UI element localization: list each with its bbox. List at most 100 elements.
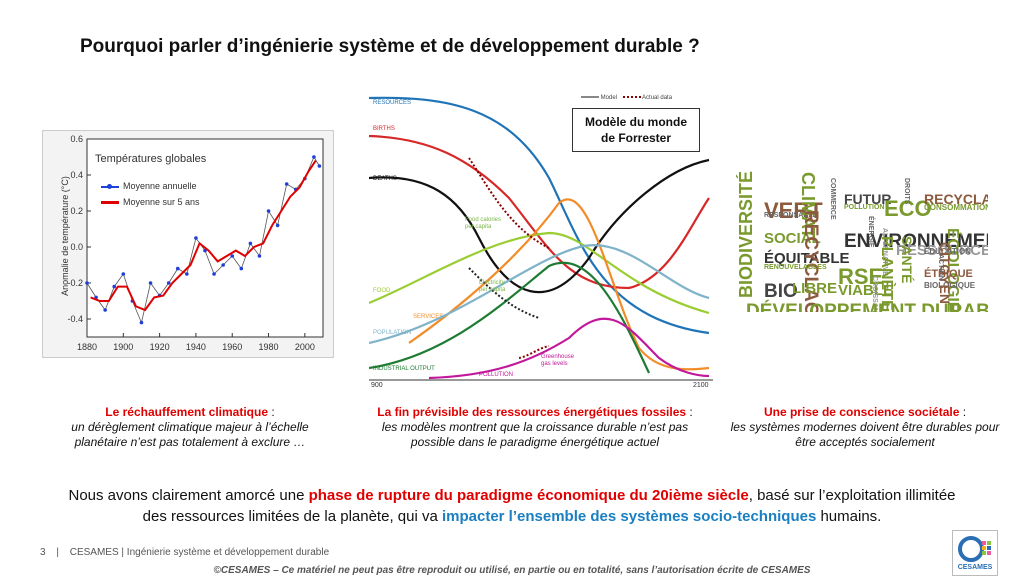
cloud-word: SANTÉ [899,236,915,283]
cloud-word: VERT [764,198,823,223]
actual-pollution-dots [518,345,550,359]
annual-point [257,254,262,258]
caption-society-body: les systèmes modernes doivent être durab… [730,420,1000,449]
label-electricity: per capita [479,287,506,293]
annual-point [230,254,235,258]
caption-climate-colon: : [268,405,275,419]
legend-actual: Actual data [642,95,673,101]
main-part1: Nous avons clairement amorcé une [68,487,309,504]
cloud-word: ÉQUITABLE [764,250,850,267]
cloud-word: BIO [764,281,798,302]
cloud-word: POLLUTION [844,204,884,211]
annual-point [317,164,322,168]
forrester-title-line2: de Forrester [600,131,672,145]
label-resources: RESOURCES [373,100,411,106]
curve-population [369,244,710,345]
annual-point [148,281,153,285]
caption-climate-head: Le réchauffement climatique [105,405,269,419]
annual-point [185,272,189,276]
label-food_cal: Food calories [465,217,501,223]
cloud-word: LIBRE [792,280,837,297]
legend-title: Températures globales [95,153,207,165]
cloud-word: ENVIRONNEMENT [844,231,988,252]
legend-5yr: Moyenne sur 5 ans [101,197,200,207]
x-tick-label: 1980 [259,342,279,352]
label-services: SERVICES [413,314,443,320]
forrester-x-end: 2100 [693,382,709,389]
logo-text: CESAMES [957,564,993,571]
main-highlight-red: phase de rupture du paradigme économique… [308,487,749,504]
annual-point [275,223,280,228]
legend-annual-label: Moyenne annuelle [123,181,197,191]
label-industrial: INDUSTRIAL OUTPUT [373,366,435,372]
annual-point [175,266,180,271]
annual-point [212,272,216,276]
cloud-word: ÉDUCATION [924,247,971,256]
y-tick-label: -0.2 [67,278,83,288]
forrester-title-line1: Modèle du monde [585,115,687,129]
x-tick-label: 1940 [186,342,206,352]
cloud-word: BIOLOGIQUE [924,281,976,290]
footer-text: CESAMES | Ingénierie système et développ… [69,547,330,558]
cloud-word: FUTUR [844,191,891,207]
label-electricity: Electricity [479,280,505,286]
cloud-word: CONSOMMATION [924,203,988,212]
main-part3: , basé sur l’exploitation illimitée des … [142,487,956,525]
cloud-word: DÉVELOPPEMENT DURABLE [746,300,988,312]
cloud-word: BIODIVERSITÉ [736,171,756,298]
y-tick-label: 0.6 [70,134,83,144]
forrester-chart: RESOURCES BIRTHS DEATHS FOOD SERVICES POPULAT… [369,96,713,381]
label-deaths: DEATHS [373,176,397,182]
forrester-legend: Model Actual data [581,95,672,101]
actual-births-dots [468,157,550,249]
legend-5yr-label: Moyenne sur 5 ans [123,197,200,207]
footer: 3 | CESAMES | Ingénierie système et déve… [40,547,329,558]
cloud-word: CITOYEN [937,242,953,304]
cloud-word: ALTERNATIVE [881,228,888,276]
plot-area [86,138,324,338]
footer-separator: | [56,547,59,558]
curve-industrial [369,261,650,374]
annual-point [103,308,107,312]
x-tick-label: 1900 [113,342,133,352]
y-tick-label: 0.4 [70,170,83,180]
x-tick-label: 1880 [77,342,97,352]
annual-point [239,266,244,271]
cesames-logo: CESAMES [952,530,998,576]
cloud-word: PLANÈTE [878,236,897,311]
main-statement: Nous avons clairement amorcé une phase d… [60,485,964,527]
cloud-word: COMMERCE [829,178,836,220]
annual-point [166,281,171,285]
word-cloud: BIODIVERSITÉ VERT RESPONSABLE SOCIAL CLIMAT C… [736,170,988,312]
main-highlight-blue: impacter l’ensemble des systèmes socio-t… [441,508,817,525]
temperature-chart-panel: 0.6 0.4 0.2 0.0 -0.2 -0.4 1880 1900 1920 1940 1960… [42,130,334,358]
label-births: BIRTHS [373,126,395,132]
caption-resources-head: La fin prévisible des ressources énergét… [377,405,687,419]
cloud-word: ÉTHIQUE [924,267,973,280]
annual-point [112,284,117,289]
cloud-word: CROISSANCE [871,276,878,312]
cloud-word: DROITS [903,178,910,205]
annual-point [85,281,89,285]
logo-mark-icon [958,536,991,562]
cloud-word: RECYCLAGE [800,210,821,312]
curve-deaths [369,158,710,294]
caption-resources: La fin prévisible des ressources énergét… [360,405,710,450]
annual-point [266,209,271,213]
label-greenhouse: Greenhouse [541,354,575,360]
legend-model: Model [600,95,618,101]
label-food_cal: per capita [465,224,492,230]
cloud-word: RESPONSABLE [764,212,818,219]
caption-resources-body: les modèles montrent que la croissance d… [381,420,689,449]
curve-pollution [428,317,710,380]
y-tick-label: -0.4 [67,314,83,324]
label-food: FOOD [373,288,391,294]
y-tick-label: 0.0 [70,242,83,252]
legend-annual: Moyenne annuelle [101,181,197,191]
page-number: 3 [40,547,46,558]
caption-resources-colon: : [686,405,693,419]
cloud-word: ECO [884,196,932,221]
forrester-chart-panel: RESOURCES BIRTHS DEATHS FOOD SERVICES POPULAT… [369,88,713,392]
cloud-word: ÉNERGIE [867,216,876,248]
